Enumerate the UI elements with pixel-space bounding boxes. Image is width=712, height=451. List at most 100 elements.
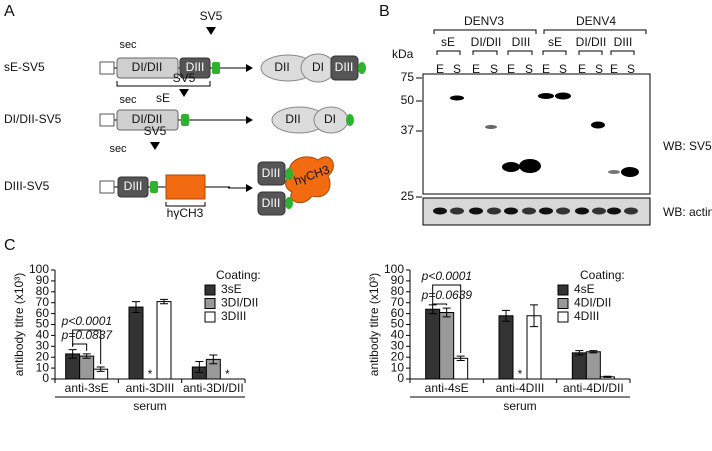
blot-band (555, 92, 571, 100)
y-tick-label: 70 (36, 295, 50, 309)
y-tick-label: 80 (391, 284, 405, 298)
bar (439, 312, 455, 380)
bar (498, 315, 514, 380)
p-value: p<0.0001 (421, 269, 472, 283)
construct-name: DI/DII-SV5 (4, 112, 62, 126)
tag-arrowhead (150, 142, 160, 150)
lane-label: S (453, 62, 461, 76)
legend-label: 4sE (574, 282, 595, 296)
y-tick-label: 40 (391, 328, 405, 342)
error-bar (603, 375, 612, 378)
significance-bracket (72, 329, 102, 365)
lane-label: E (436, 62, 444, 76)
panel-label: B (379, 3, 390, 20)
actin-bands (433, 207, 638, 215)
legend-label: 3DI/DII (221, 296, 258, 310)
legend-swatch (204, 298, 216, 309)
bracket (116, 81, 211, 87)
legend-swatch (557, 284, 569, 296)
bar (425, 308, 441, 380)
bracket-label: sE (156, 91, 170, 105)
blot-band (538, 93, 554, 99)
blot-band (591, 121, 605, 129)
missing-marker: * (518, 367, 523, 381)
actin-band (487, 207, 501, 215)
domain-label: DI/DII (132, 60, 163, 74)
actin-band (522, 207, 536, 215)
product-label: DIII (262, 166, 281, 180)
lane-label: E (610, 62, 618, 76)
y-tick-label: 70 (391, 295, 405, 309)
lane-label: S (627, 62, 635, 76)
domain-label: DIII (186, 60, 205, 74)
domain-label: DI/DII (132, 112, 163, 126)
error-bar (502, 309, 510, 322)
lane-label: E (578, 62, 586, 76)
missing-marker: * (225, 367, 230, 381)
construct-label: DI/DII (471, 35, 502, 49)
sec-label: sec (109, 143, 127, 155)
bar (156, 301, 172, 380)
product-tag (358, 62, 366, 74)
y-tick-label: 30 (36, 338, 50, 352)
error-bar (589, 350, 598, 354)
actin-band (556, 207, 570, 215)
lane-label: E (507, 62, 515, 76)
lane-label: S (490, 62, 498, 76)
lane-label: E (472, 62, 480, 76)
y-axis-label: antibody titre (x10³) (12, 273, 26, 376)
lane-bracket (507, 50, 533, 55)
x-axis-label: serum (133, 399, 166, 413)
actin-band (592, 207, 606, 215)
product-domain (257, 191, 286, 216)
product-label: DIII (335, 60, 354, 74)
p-value: p<0.0001 (61, 314, 112, 328)
missing-marker: * (148, 367, 153, 381)
actin-band (433, 207, 447, 215)
sec-box (99, 61, 115, 75)
construct-name: sE-SV5 (4, 60, 45, 74)
group-bracket (433, 29, 537, 34)
lane-label: S (559, 62, 567, 76)
construct-label: DIII (512, 35, 531, 49)
lane-label: S (525, 62, 533, 76)
mw-label: 50 (401, 93, 415, 107)
x-tick-label: anti-3DI/DII (183, 381, 244, 395)
lane-bracket (578, 50, 603, 55)
legend-title: Coating: (580, 268, 625, 282)
y-tick-label: 80 (36, 284, 50, 298)
mw-markers: 75 50 37 25 (401, 70, 422, 203)
product-tag (346, 114, 354, 126)
blot-band (502, 162, 520, 172)
fusion-label: hγCH3 (167, 206, 204, 220)
significance-bracket (72, 343, 88, 351)
panel-label: C (4, 237, 16, 254)
significance-bracket (432, 301, 448, 306)
legend-swatch (557, 311, 569, 323)
domain-label: DIII (124, 179, 143, 193)
x-tick-label: anti-3sE (65, 381, 109, 395)
error-bar (68, 349, 77, 359)
y-axis-label: antibody titre (x10³) (367, 273, 381, 376)
construct-name: DIII-SV5 (4, 179, 50, 193)
blot-label: WB: actin (663, 205, 712, 219)
tag-label: SV5 (173, 71, 196, 85)
error-bar (82, 353, 91, 359)
actin-band (624, 207, 638, 215)
p-value: p=0.0837 (61, 328, 114, 342)
error-bar (209, 354, 218, 365)
blot-band (450, 95, 464, 101)
y-tick-label: 0 (397, 371, 404, 385)
x-axis-label: serum (503, 399, 536, 413)
x-tick-label: anti-3DIII (126, 381, 175, 395)
domain-box (117, 176, 149, 198)
tag-box (212, 62, 220, 74)
product-label: DIII (262, 196, 281, 210)
product-domain (257, 161, 286, 186)
y-tick-label: 60 (391, 306, 405, 320)
